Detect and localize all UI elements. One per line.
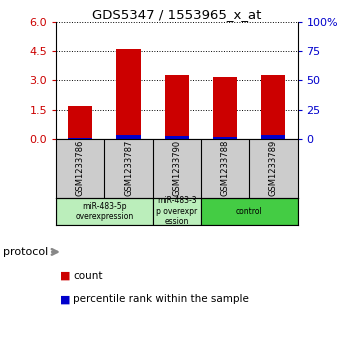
- Bar: [68, 138, 92, 139]
- Bar: [213, 77, 237, 139]
- Text: protocol: protocol: [3, 247, 49, 257]
- Text: count: count: [73, 271, 103, 281]
- Text: percentile rank within the sample: percentile rank within the sample: [73, 294, 249, 305]
- Bar: [261, 74, 286, 139]
- Bar: [201, 197, 298, 225]
- Bar: [56, 197, 153, 225]
- Text: control: control: [236, 207, 262, 216]
- Text: ■: ■: [59, 294, 70, 305]
- Bar: [261, 135, 286, 139]
- Text: miR-483-5p
overexpression: miR-483-5p overexpression: [75, 201, 134, 221]
- Text: GSM1233786: GSM1233786: [76, 140, 85, 196]
- Text: GSM1233787: GSM1233787: [124, 140, 133, 196]
- Title: GDS5347 / 1553965_x_at: GDS5347 / 1553965_x_at: [92, 8, 261, 21]
- Bar: [153, 197, 201, 225]
- Bar: [116, 135, 141, 139]
- Bar: [213, 136, 237, 139]
- Text: miR-483-3
p overexpr
ession: miR-483-3 p overexpr ession: [156, 196, 198, 226]
- Bar: [165, 136, 189, 139]
- Text: GSM1233788: GSM1233788: [221, 140, 230, 196]
- Bar: [68, 106, 92, 139]
- Text: GSM1233790: GSM1233790: [172, 140, 181, 196]
- Bar: [165, 74, 189, 139]
- Text: ■: ■: [59, 271, 70, 281]
- Text: GSM1233789: GSM1233789: [269, 140, 278, 196]
- Bar: [116, 49, 141, 139]
